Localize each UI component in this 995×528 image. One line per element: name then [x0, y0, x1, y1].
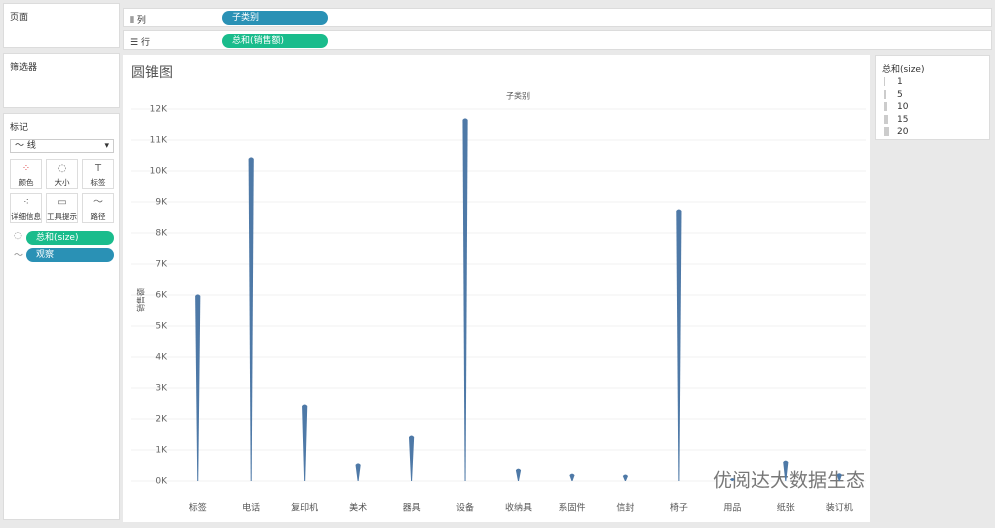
x-tick-label: 美术	[349, 502, 367, 514]
legend-entry: 15	[884, 114, 909, 126]
x-tick-label: 椅子	[670, 502, 688, 514]
cone	[462, 118, 468, 481]
legend-swatch	[884, 102, 887, 111]
y-axis-label: 销售额	[136, 288, 146, 312]
path-button[interactable]: 〜路径	[82, 193, 114, 223]
cone	[622, 474, 629, 481]
chart: 圆锥图 子类别 销售额 优阅达大数据生态 0K 1K 2K 3K 4K 5K 6K 7K 8K 9…	[123, 55, 870, 522]
chart-title: 圆锥图	[131, 65, 173, 81]
y-tick-label: 7K	[155, 260, 168, 270]
legend-entry: 5	[884, 89, 903, 101]
rows-pill[interactable]: 总和(销售额)	[222, 34, 328, 48]
cone	[355, 463, 361, 481]
filters-shelf: 筛选器	[3, 53, 120, 108]
legend-value: 20	[897, 127, 909, 137]
detail-button[interactable]: ⁖ 详细信息	[10, 193, 42, 223]
legend-value: 5	[897, 89, 903, 100]
cone	[569, 473, 575, 481]
y-tick-label: 4K	[155, 353, 168, 363]
legend-swatch	[884, 114, 888, 124]
marks-card: 标记 〜 线 ▾ ⁘ 颜色 ◌ 大小 T 标签 ⁖ 详细信息 ▭ 工具提示 〜路径 ◌ 总和…	[3, 113, 120, 520]
columns-label: 列	[136, 16, 146, 26]
rows-shelf: ☰ 行 总和(销售额)	[123, 30, 992, 50]
color-button[interactable]: ⁘ 颜色	[10, 159, 42, 189]
path-pill[interactable]: 观察	[26, 248, 114, 262]
x-tick-label: 系固件	[558, 502, 585, 514]
mark-type: 线	[26, 141, 36, 151]
legend-entry: 10	[884, 102, 908, 113]
x-tick-label: 用品	[723, 503, 741, 514]
y-tick-label: 1K	[155, 446, 168, 456]
y-tick-label: 8K	[155, 229, 168, 239]
columns-pill[interactable]: 子类别	[222, 11, 328, 25]
pages-shelf: 页面	[3, 3, 120, 48]
cone	[783, 460, 789, 481]
marks-title: 标记	[10, 123, 29, 133]
size-pill[interactable]: 总和(size)	[26, 231, 114, 245]
cone	[836, 473, 842, 481]
y-tick-label: 6K	[155, 291, 168, 301]
watermark: 优阅达大数据生态	[713, 470, 865, 492]
label-button[interactable]: T 标签	[82, 159, 114, 189]
cone	[515, 468, 522, 481]
x-tick-label: 设备	[456, 502, 474, 514]
x-tick-label: 标签	[189, 502, 207, 514]
x-tick-label: 电话	[242, 502, 260, 514]
y-tick-label: 10K	[150, 167, 168, 177]
columns-shelf: ⦀ 列 子类别	[123, 8, 992, 27]
y-tick-label: 9K	[155, 198, 168, 208]
x-header: 子类别	[506, 91, 530, 101]
x-tick-label: 装订机	[826, 502, 853, 514]
button-label: 标签	[90, 178, 106, 187]
legend-value: 1	[897, 77, 903, 87]
button-label: 工具提示	[47, 212, 77, 221]
x-tick-label: 信封	[616, 502, 634, 514]
x-tick-label: 器具	[403, 503, 421, 514]
y-tick-label: 5K	[155, 322, 168, 332]
legend-title: 总和(size)	[882, 65, 925, 75]
legend-entry: 1	[884, 77, 903, 88]
y-tick-label: 2K	[155, 415, 168, 425]
x-tick-label: 复印机	[291, 502, 318, 514]
size-button[interactable]: ◌ 大小	[46, 159, 78, 189]
legend-swatch	[884, 89, 886, 99]
button-label: 详细信息	[11, 212, 41, 221]
y-tick-label: 3K	[155, 384, 168, 394]
cone	[676, 209, 682, 482]
button-label: 路径	[90, 212, 106, 221]
tooltip-button[interactable]: ▭ 工具提示	[46, 193, 78, 223]
legend-value: 15	[897, 114, 909, 125]
cone	[302, 404, 308, 481]
rows-label: 行	[140, 38, 150, 48]
size-legend: 总和(size) 1 5 10 15 20	[875, 55, 990, 140]
y-tick-label: 12K	[150, 105, 168, 115]
x-tick-label: 收纳具	[505, 502, 532, 514]
legend-swatch	[884, 127, 889, 136]
button-label: 大小	[54, 178, 70, 187]
cone	[729, 477, 735, 481]
y-tick-label: 0K	[155, 477, 168, 487]
cone	[408, 435, 415, 481]
x-tick-label: 纸张	[777, 502, 795, 514]
cone	[248, 157, 254, 481]
legend-value: 10	[897, 102, 909, 112]
mark-type-dropdown[interactable]: 〜 线 ▾	[10, 139, 114, 153]
legend-swatch	[884, 77, 885, 86]
pages-title: 页面	[10, 13, 29, 23]
y-tick-label: 11K	[150, 136, 168, 146]
button-label: 颜色	[18, 178, 34, 187]
legend-entry: 20	[884, 127, 908, 138]
filters-title: 筛选器	[10, 63, 38, 73]
cone	[195, 294, 201, 481]
